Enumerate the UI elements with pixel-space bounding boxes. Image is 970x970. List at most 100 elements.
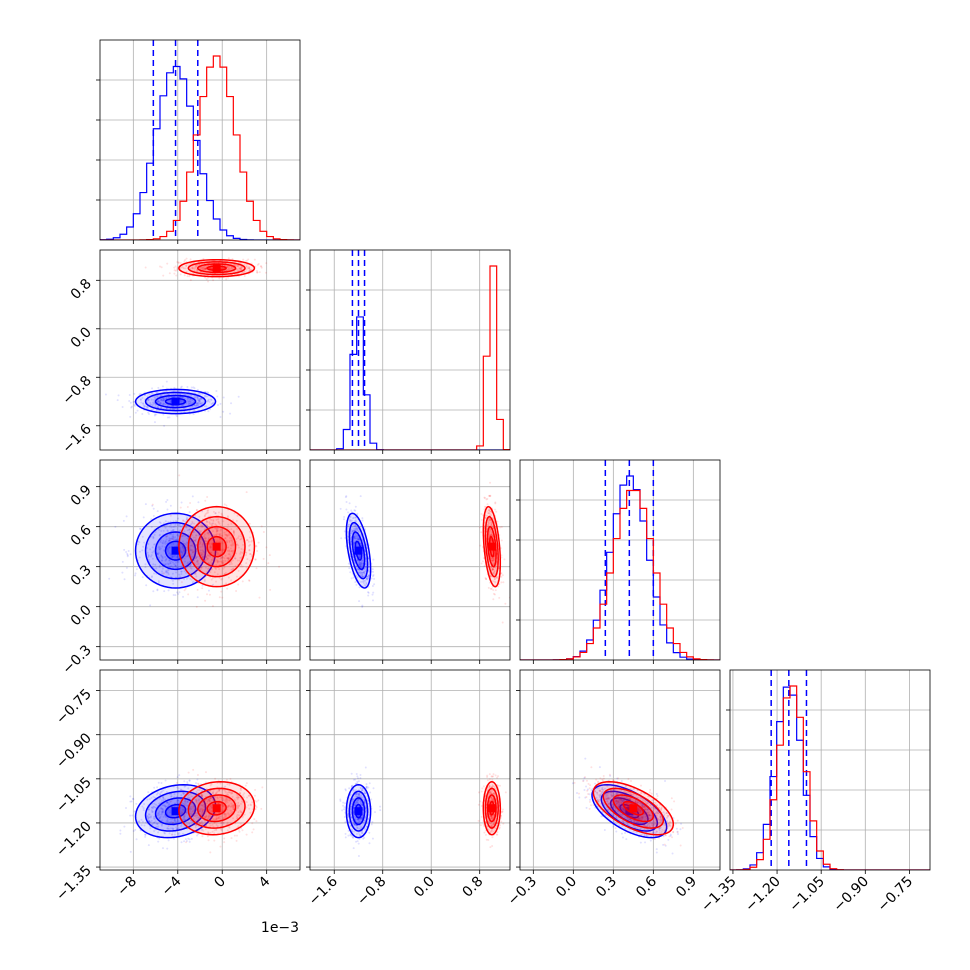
scatter-point (216, 532, 219, 535)
scatter-point (357, 536, 360, 539)
scatter-point (189, 548, 192, 551)
scatter-point (169, 539, 172, 542)
scatter-point (203, 816, 206, 819)
scatter-point (492, 563, 495, 566)
scatter-point (204, 771, 207, 774)
scatter-point (220, 560, 223, 563)
scatter-point (498, 596, 501, 599)
scatter-point (224, 533, 227, 536)
scatter-point (248, 536, 251, 539)
scatter-point (216, 560, 219, 563)
scatter-point (227, 576, 230, 579)
scatter-point (214, 798, 217, 801)
scatter-point (216, 529, 219, 532)
histogram-series-1 (520, 489, 720, 660)
scatter-point (160, 807, 163, 810)
scatter-point (373, 577, 376, 580)
scatter-point (178, 474, 181, 477)
scatter-point (177, 827, 180, 830)
scatter-point (492, 526, 495, 529)
scatter-point (193, 522, 196, 525)
scatter-point (195, 808, 198, 811)
scatter-point (237, 807, 240, 810)
scatter-point (147, 844, 150, 847)
scatter-point (190, 523, 193, 526)
scatter-point (353, 516, 356, 519)
scatter-point (174, 594, 177, 597)
scatter-point (361, 580, 364, 583)
scatter-point (171, 405, 174, 408)
scatter-point (201, 556, 204, 559)
scatter-point (197, 833, 200, 836)
scatter-point (226, 801, 229, 804)
scatter-point (204, 268, 207, 271)
scatter-point (191, 267, 194, 270)
scatter-point (147, 813, 150, 816)
scatter-point (160, 810, 163, 813)
scatter-point (207, 554, 210, 557)
scatter-point (232, 549, 235, 552)
density-peak (212, 804, 221, 813)
scatter-point (182, 595, 185, 598)
scatter-point (197, 525, 200, 528)
scatter-point (372, 575, 375, 578)
scatter-point (188, 796, 191, 799)
scatter-point (199, 827, 202, 830)
scatter-point (488, 494, 491, 497)
scatter-point (145, 584, 148, 587)
scatter-point (232, 805, 235, 808)
scatter-point (208, 542, 211, 545)
scatter-point (489, 519, 492, 522)
scatter-point (182, 396, 185, 399)
scatter-point (215, 530, 218, 533)
scatter-point (204, 499, 207, 502)
scatter-point (213, 829, 216, 832)
scatter-point (213, 822, 216, 825)
scatter-point (210, 523, 213, 526)
scatter-point (216, 527, 219, 530)
scatter-point (201, 822, 204, 825)
scatter-point (213, 560, 216, 563)
scatter-point (194, 812, 197, 815)
scatter-point (217, 802, 220, 805)
scatter-point (251, 822, 254, 825)
scatter-point (231, 539, 234, 542)
scatter-point (195, 801, 198, 804)
scatter-point (217, 520, 220, 523)
scatter-point (488, 517, 491, 520)
scatter-point (198, 529, 201, 532)
scatter-point (213, 798, 216, 801)
scatter-point (182, 546, 185, 549)
scatter-point (250, 555, 253, 558)
scatter-point (248, 579, 251, 582)
scatter-point (208, 808, 211, 811)
scatter-point (224, 785, 227, 788)
scatter-point (196, 527, 199, 530)
scatter-point (191, 810, 194, 813)
scatter-point (129, 814, 132, 817)
scatter-point (166, 817, 169, 820)
scatter-point (211, 817, 214, 820)
panel-frame (99, 669, 301, 871)
scatter-point (162, 809, 165, 812)
scatter-point (182, 818, 185, 821)
scatter-point (202, 555, 205, 558)
scatter-point (195, 404, 198, 407)
scatter-point (176, 800, 179, 803)
scatter-point (236, 796, 239, 799)
scatter-point (489, 565, 492, 568)
scatter-point (201, 810, 204, 813)
scatter-point (152, 563, 155, 566)
scatter-point (198, 822, 201, 825)
scatter-point (203, 267, 206, 270)
scatter-point (156, 792, 159, 795)
scatter-point (351, 517, 354, 520)
scatter-point (222, 561, 225, 564)
scatter-point (185, 541, 188, 544)
scatter-point (195, 534, 198, 537)
scatter-point (207, 561, 210, 564)
scatter-point (174, 269, 177, 272)
scatter-point (212, 825, 215, 828)
scatter-point (210, 558, 213, 561)
scatter-point (152, 536, 155, 539)
